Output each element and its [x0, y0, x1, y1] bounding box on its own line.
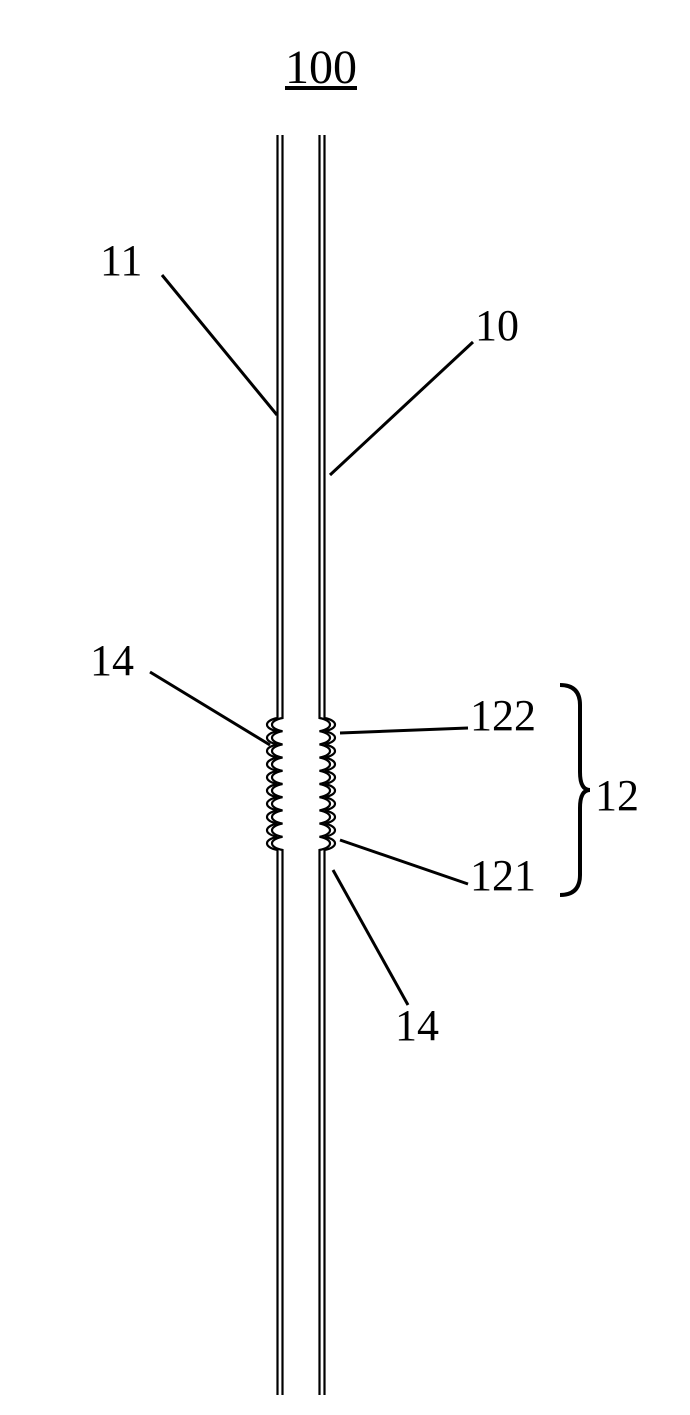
leader-14a	[150, 672, 270, 745]
label-121: 121	[470, 850, 536, 901]
label-12: 12	[595, 770, 639, 821]
label-14-upper: 14	[90, 635, 134, 686]
leader-122	[340, 728, 468, 733]
figure-number: 100	[285, 40, 357, 95]
label-11: 11	[100, 235, 142, 286]
leader-10	[330, 342, 473, 475]
brace-12	[560, 685, 590, 895]
label-14-lower: 14	[395, 1000, 439, 1051]
leader-11	[162, 275, 277, 415]
leader-14b	[333, 870, 408, 1005]
label-10: 10	[475, 300, 519, 351]
label-122: 122	[470, 690, 536, 741]
leader-121	[340, 840, 468, 884]
